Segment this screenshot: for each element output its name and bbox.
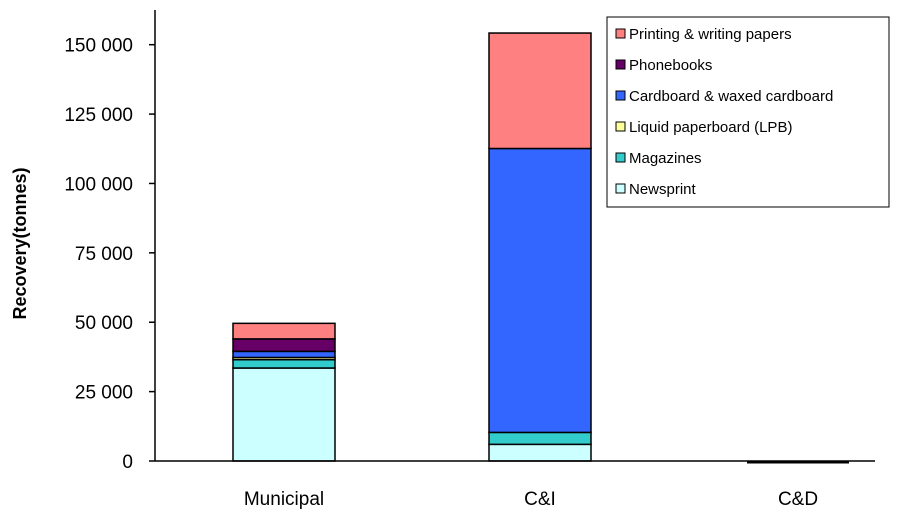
legend-label: Magazines: [629, 150, 702, 167]
legend-swatch: [615, 152, 626, 163]
legend-label: Phonebooks: [629, 57, 712, 74]
y-tick-label: 0: [122, 452, 133, 473]
legend-swatch: [615, 183, 626, 194]
bar-segment: [488, 431, 592, 446]
y-tick-label: 150 000: [64, 36, 133, 57]
legend-swatch: [615, 28, 626, 39]
x-category-labels: Municipal C&I C&D: [244, 489, 818, 510]
x-category-label: C&D: [778, 489, 818, 510]
bar-segment: [232, 367, 336, 462]
legend-label: Printing & writing papers: [629, 26, 792, 43]
bars-layer: [232, 32, 849, 464]
legend-label: Newsprint: [629, 181, 697, 198]
bar-segment: [232, 350, 336, 359]
bar-segment: [488, 32, 592, 150]
bar-segment: [232, 338, 336, 353]
y-tick-label: 125 000: [64, 105, 133, 126]
legend-swatch: [615, 90, 626, 101]
x-category-label: C&I: [524, 489, 556, 510]
y-ticks: 0 25 000 50 000 75 000 100 000 125 000 150 000: [64, 36, 155, 473]
legend-box: [606, 16, 890, 208]
y-tick-label: 25 000: [75, 383, 133, 404]
bar-segment: [488, 443, 592, 462]
legend-swatch: [615, 121, 626, 132]
bar-segment: [232, 322, 336, 340]
legend-swatch: [615, 59, 626, 70]
bar-segment: [232, 358, 336, 369]
y-tick-label: 75 000: [75, 244, 133, 265]
y-tick-label: 50 000: [75, 313, 133, 334]
legend-label: Liquid paperboard (LPB): [629, 119, 792, 136]
bar-segment: [488, 147, 592, 434]
legend-label: Cardboard & waxed cardboard: [629, 88, 833, 105]
legend: Printing & writing papers Phonebooks Cardb…: [606, 16, 890, 208]
y-tick-label: 100 000: [64, 174, 133, 195]
x-category-label: Municipal: [244, 489, 324, 510]
y-axis-title: Recovery(tonnes): [10, 167, 30, 319]
